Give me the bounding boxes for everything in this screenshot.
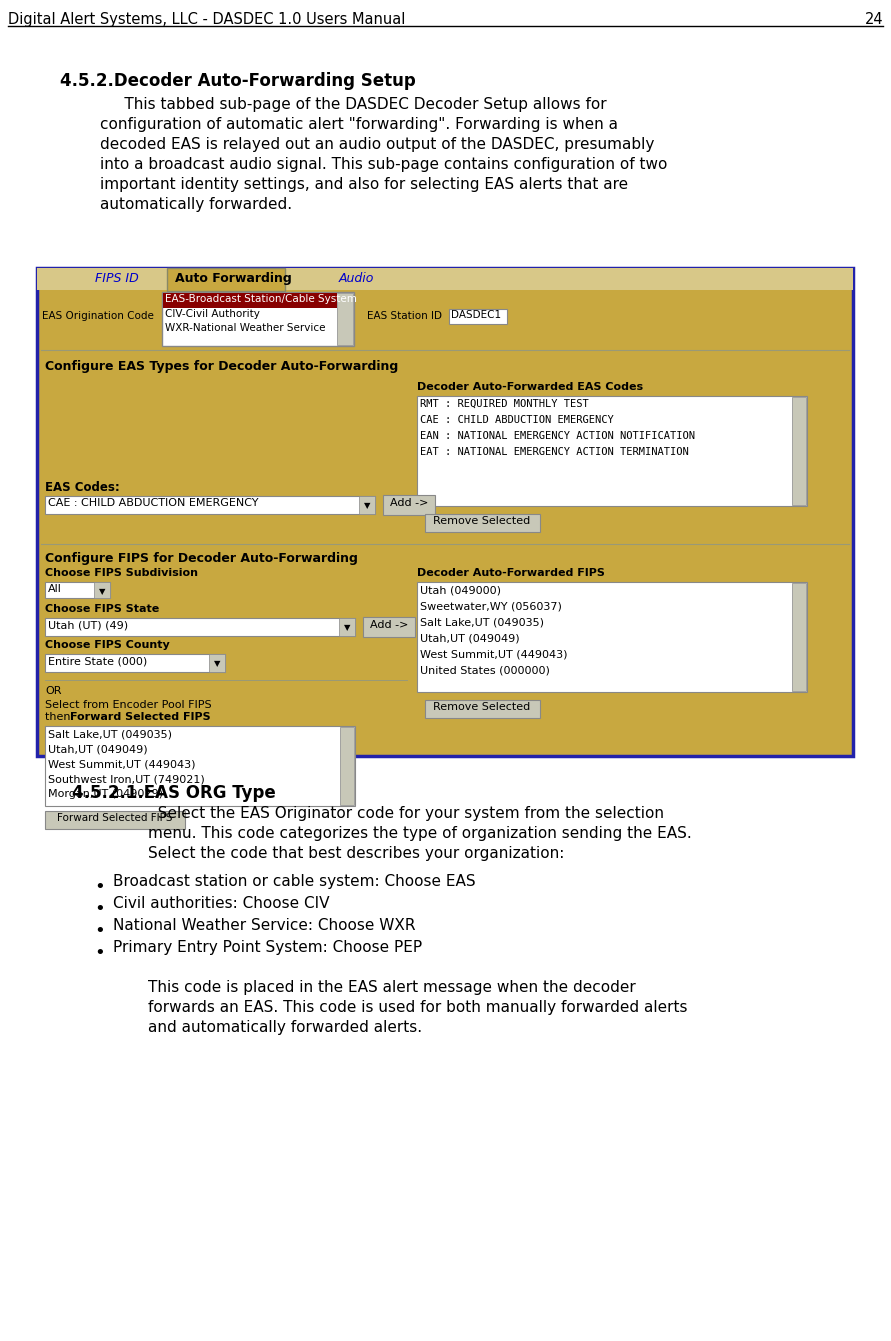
Text: important identity settings, and also for selecting EAS alerts that are: important identity settings, and also fo… bbox=[100, 177, 628, 192]
Text: CIV-Civil Authority: CIV-Civil Authority bbox=[165, 308, 260, 319]
Text: OR: OR bbox=[45, 687, 61, 696]
Text: Primary Entry Point System: Choose PEP: Primary Entry Point System: Choose PEP bbox=[113, 940, 422, 955]
Bar bbox=[425, 700, 540, 717]
Bar bbox=[792, 397, 806, 506]
Text: Broadcast station or cable system: Choose EAS: Broadcast station or cable system: Choos… bbox=[113, 874, 476, 889]
Text: Audio: Audio bbox=[339, 272, 374, 286]
Text: Select from Encoder Pool FIPS: Select from Encoder Pool FIPS bbox=[45, 700, 212, 709]
Text: then: then bbox=[45, 712, 74, 721]
Bar bbox=[45, 811, 185, 829]
Text: West Summit,UT (449043): West Summit,UT (449043) bbox=[48, 759, 195, 768]
Text: Configure FIPS for Decoder Auto-Forwarding: Configure FIPS for Decoder Auto-Forwardi… bbox=[45, 552, 358, 565]
Text: ▼: ▼ bbox=[344, 624, 350, 632]
Text: Entire State (000): Entire State (000) bbox=[48, 656, 147, 666]
Text: National Weather Service: Choose WXR: National Weather Service: Choose WXR bbox=[113, 919, 415, 933]
Bar bbox=[359, 496, 375, 514]
Text: Utah (049000): Utah (049000) bbox=[420, 585, 501, 595]
Text: EAS Codes:: EAS Codes: bbox=[45, 481, 119, 493]
Bar bbox=[449, 308, 507, 325]
Text: Add ->: Add -> bbox=[390, 498, 429, 508]
Text: Salt Lake,UT (049035): Salt Lake,UT (049035) bbox=[420, 617, 544, 628]
Text: ▼: ▼ bbox=[214, 658, 220, 668]
Text: Decoder Auto-Forwarded FIPS: Decoder Auto-Forwarded FIPS bbox=[417, 569, 605, 578]
Text: 4.5.2.1.EAS ORG Type: 4.5.2.1.EAS ORG Type bbox=[72, 784, 275, 802]
Bar bbox=[167, 268, 285, 291]
Bar bbox=[339, 618, 355, 636]
Text: United States (000000): United States (000000) bbox=[420, 665, 550, 675]
Text: •: • bbox=[94, 944, 105, 961]
Bar bbox=[340, 727, 354, 805]
Text: Southwest Iron,UT (749021): Southwest Iron,UT (749021) bbox=[48, 774, 205, 784]
Text: EAS Station ID: EAS Station ID bbox=[367, 311, 442, 320]
Text: menu. This code categorizes the type of organization sending the EAS.: menu. This code categorizes the type of … bbox=[148, 826, 691, 841]
Text: Choose FIPS County: Choose FIPS County bbox=[45, 640, 170, 650]
Text: Remove Selected: Remove Selected bbox=[433, 516, 531, 526]
Text: Choose FIPS State: Choose FIPS State bbox=[45, 603, 159, 614]
Bar bbox=[37, 268, 853, 290]
Text: This code is placed in the EAS alert message when the decoder: This code is placed in the EAS alert mes… bbox=[148, 980, 636, 995]
Text: forwards an EAS. This code is used for both manually forwarded alerts: forwards an EAS. This code is used for b… bbox=[148, 1000, 688, 1015]
Text: Configure EAS Types for Decoder Auto-Forwarding: Configure EAS Types for Decoder Auto-For… bbox=[45, 359, 398, 373]
Text: •: • bbox=[94, 878, 105, 896]
Text: This tabbed sub-page of the DASDEC Decoder Setup allows for: This tabbed sub-page of the DASDEC Decod… bbox=[100, 97, 607, 113]
Text: Forward Selected FIPS: Forward Selected FIPS bbox=[70, 712, 210, 721]
Text: Select the code that best describes your organization:: Select the code that best describes your… bbox=[148, 846, 564, 861]
Text: EAN : NATIONAL EMERGENCY ACTION NOTIFICATION: EAN : NATIONAL EMERGENCY ACTION NOTIFICA… bbox=[420, 430, 695, 441]
Text: •: • bbox=[94, 900, 105, 919]
Bar bbox=[383, 495, 435, 515]
Text: Utah (UT) (49): Utah (UT) (49) bbox=[48, 620, 128, 630]
Bar bbox=[363, 617, 415, 637]
Text: Auto Forwarding: Auto Forwarding bbox=[175, 272, 291, 286]
Text: and automatically forwarded alerts.: and automatically forwarded alerts. bbox=[148, 1021, 422, 1035]
Text: Sweetwater,WY (056037): Sweetwater,WY (056037) bbox=[420, 601, 562, 611]
Text: All: All bbox=[48, 583, 61, 594]
Text: ▼: ▼ bbox=[364, 502, 371, 510]
Text: Select the EAS Originator code for your system from the selection: Select the EAS Originator code for your … bbox=[148, 806, 664, 821]
Bar bbox=[792, 583, 806, 691]
Bar bbox=[45, 725, 355, 806]
Bar bbox=[162, 292, 354, 346]
Text: DASDEC1: DASDEC1 bbox=[451, 310, 501, 320]
Bar bbox=[45, 582, 110, 598]
Bar bbox=[94, 582, 110, 598]
Bar bbox=[417, 396, 807, 506]
Text: Digital Alert Systems, LLC - DASDEC 1.0 Users Manual: Digital Alert Systems, LLC - DASDEC 1.0 … bbox=[8, 12, 405, 27]
Bar bbox=[337, 292, 353, 345]
Text: Forward Selected FIPS: Forward Selected FIPS bbox=[57, 813, 173, 823]
Bar bbox=[45, 496, 375, 514]
Text: EAS-Broadcast Station/Cable System: EAS-Broadcast Station/Cable System bbox=[165, 294, 357, 304]
Bar bbox=[45, 654, 225, 672]
Text: 24: 24 bbox=[864, 12, 883, 27]
Text: Salt Lake,UT (049035): Salt Lake,UT (049035) bbox=[48, 730, 172, 739]
Bar bbox=[37, 268, 853, 756]
Text: automatically forwarded.: automatically forwarded. bbox=[100, 197, 292, 212]
Text: Add ->: Add -> bbox=[370, 620, 408, 630]
Bar bbox=[163, 292, 337, 308]
Text: EAS Origination Code: EAS Origination Code bbox=[42, 311, 154, 320]
Bar bbox=[417, 582, 807, 692]
Text: Remove Selected: Remove Selected bbox=[433, 701, 531, 712]
Text: EAT : NATIONAL EMERGENCY ACTION TERMINATION: EAT : NATIONAL EMERGENCY ACTION TERMINAT… bbox=[420, 447, 689, 457]
Text: FIPS ID: FIPS ID bbox=[95, 272, 139, 286]
Text: Utah,UT (049049): Utah,UT (049049) bbox=[420, 633, 519, 642]
Text: into a broadcast audio signal. This sub-page contains configuration of two: into a broadcast audio signal. This sub-… bbox=[100, 157, 667, 172]
Text: Morgan,UT (049029): Morgan,UT (049029) bbox=[48, 789, 163, 799]
Text: Civil authorities: Choose CIV: Civil authorities: Choose CIV bbox=[113, 896, 330, 911]
Text: Decoder Auto-Forwarded EAS Codes: Decoder Auto-Forwarded EAS Codes bbox=[417, 382, 643, 392]
Text: 4.5.2.Decoder Auto-Forwarding Setup: 4.5.2.Decoder Auto-Forwarding Setup bbox=[60, 72, 416, 90]
Text: West Summit,UT (449043): West Summit,UT (449043) bbox=[420, 649, 568, 658]
Text: decoded EAS is relayed out an audio output of the DASDEC, presumably: decoded EAS is relayed out an audio outp… bbox=[100, 137, 654, 152]
Text: CAE : CHILD ABDUCTION EMERGENCY: CAE : CHILD ABDUCTION EMERGENCY bbox=[420, 414, 614, 425]
Text: CAE : CHILD ABDUCTION EMERGENCY: CAE : CHILD ABDUCTION EMERGENCY bbox=[48, 498, 258, 508]
Bar bbox=[425, 514, 540, 532]
Text: •: • bbox=[94, 923, 105, 940]
Text: Utah,UT (049049): Utah,UT (049049) bbox=[48, 744, 148, 754]
Bar bbox=[209, 654, 225, 672]
Text: ▼: ▼ bbox=[99, 587, 105, 595]
Text: RMT : REQUIRED MONTHLY TEST: RMT : REQUIRED MONTHLY TEST bbox=[420, 400, 589, 409]
Text: WXR-National Weather Service: WXR-National Weather Service bbox=[165, 323, 325, 333]
Text: Choose FIPS Subdivision: Choose FIPS Subdivision bbox=[45, 569, 198, 578]
Bar bbox=[45, 618, 355, 636]
Text: configuration of automatic alert "forwarding". Forwarding is when a: configuration of automatic alert "forwar… bbox=[100, 117, 618, 131]
